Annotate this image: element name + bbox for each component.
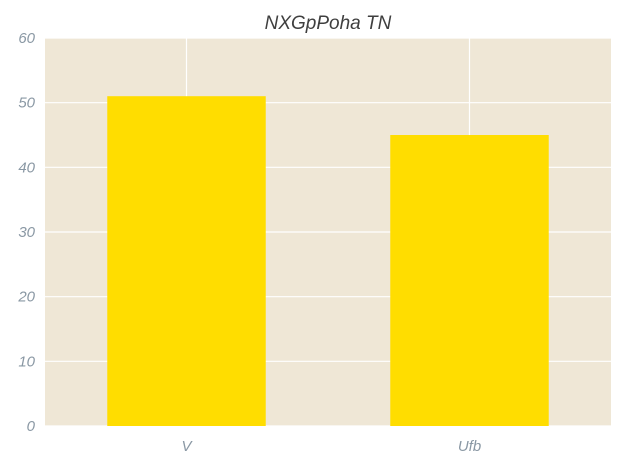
- bars: [107, 96, 549, 426]
- y-tick-label: 20: [17, 289, 35, 306]
- y-axis-tick-labels: 0 10 20 30 40 50 60: [17, 30, 35, 435]
- y-tick-label: 50: [18, 95, 35, 112]
- bar-ufb: [390, 135, 549, 426]
- x-tick-label: Ufb: [458, 438, 481, 455]
- y-tick-label: 10: [18, 353, 35, 370]
- x-tick-label: V: [181, 438, 193, 455]
- y-tick-label: 60: [18, 30, 35, 47]
- chart-title: NXGpPoha TN: [265, 13, 392, 34]
- x-axis-tick-labels: V Ufb: [181, 438, 481, 455]
- y-tick-label: 0: [27, 418, 36, 435]
- y-tick-label: 40: [18, 159, 35, 176]
- bar-v: [107, 96, 266, 426]
- y-tick-label: 30: [18, 224, 35, 241]
